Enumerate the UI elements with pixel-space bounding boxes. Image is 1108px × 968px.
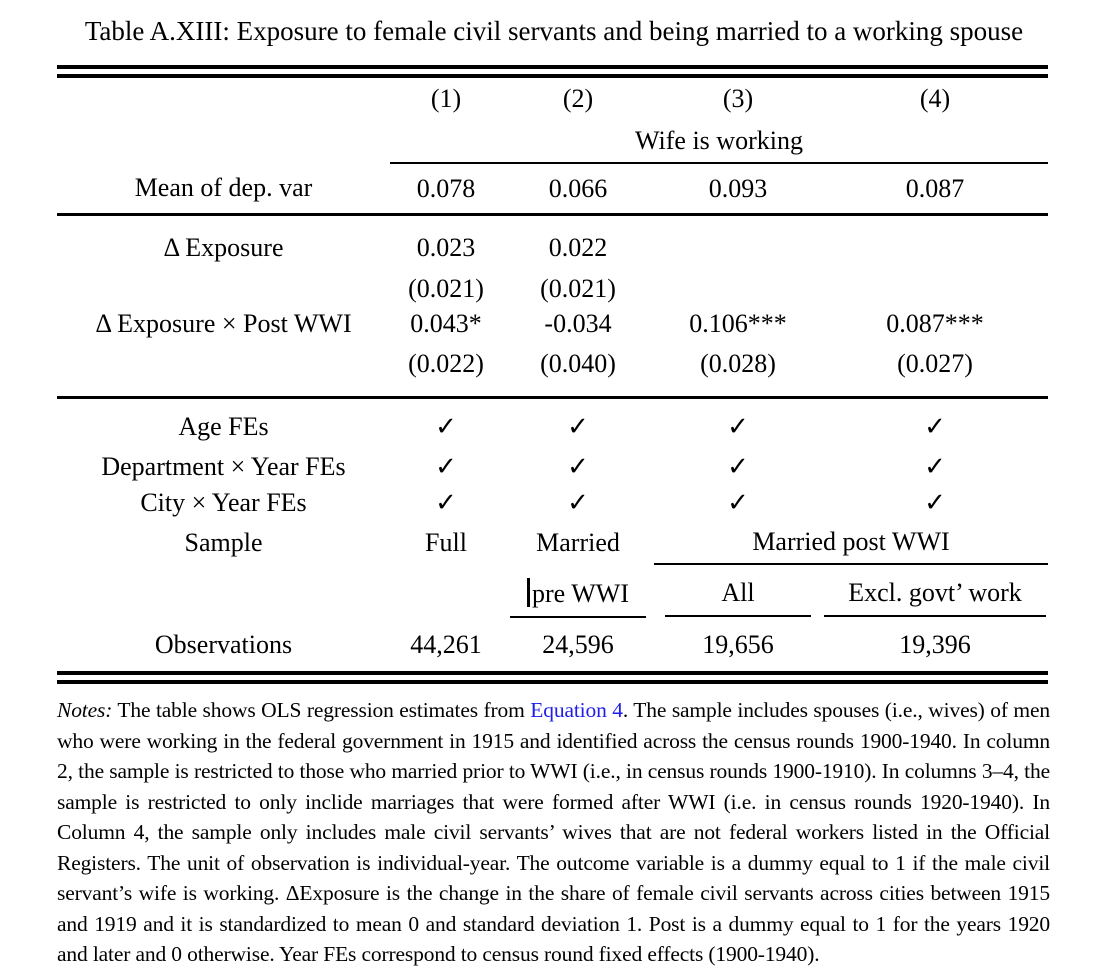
dept-fes-c3: ✓ <box>727 452 749 481</box>
exposure-post-se-row: (0.022) (0.040) (0.028) (0.027) <box>57 341 1048 399</box>
sample-c2: Married <box>536 527 620 557</box>
city-year-fes-row: City × Year FEs ✓ ✓ ✓ ✓ <box>57 485 1048 521</box>
row-label-exposure-post: Δ Exposure × Post WWI <box>95 308 352 338</box>
regression-table: (1) (2) (3) (4) Wife is working Mean of … <box>57 78 1048 671</box>
dept-fes-c2: ✓ <box>567 452 589 481</box>
exposure-post-se-c4: (0.027) <box>822 341 1048 399</box>
cmidrule-col3: All <box>665 568 811 617</box>
notes-text-after-link: . The sample includes spouses (i.e., wiv… <box>57 698 1051 966</box>
exposure-se-c4 <box>822 271 1048 306</box>
city-fes-c4: ✓ <box>924 488 946 517</box>
obs-c2: 24,596 <box>542 630 614 659</box>
mean-c3: 0.093 <box>654 163 822 216</box>
exposure-se-row: (0.021) (0.021) <box>57 271 1048 306</box>
dep-var-header-row: Wife is working <box>57 120 1048 164</box>
col-header-4: (4) <box>919 84 951 113</box>
subheader-c3: All <box>654 564 822 619</box>
age-fes-c1: ✓ <box>435 412 457 441</box>
row-label-city-year-fes: City × Year FEs <box>140 488 307 517</box>
empty-cell <box>390 564 502 619</box>
exposure-post-c4: 0.087*** <box>886 308 984 338</box>
empty-cell <box>57 78 390 120</box>
empty-cell <box>57 341 390 399</box>
dept-fes-c4: ✓ <box>924 452 946 481</box>
row-label-mean: Mean of dep. var <box>57 163 390 216</box>
table-notes: Notes: The table shows OLS regression es… <box>57 695 1050 968</box>
exposure-c1: 0.023 <box>416 233 476 262</box>
age-fes-c3: ✓ <box>727 412 749 441</box>
mean-c2: 0.066 <box>502 163 654 216</box>
exposure-coef-row: Δ Exposure 0.023 0.022 <box>57 215 1048 272</box>
exposure-post-se-c1: (0.022) <box>390 341 502 399</box>
notes-text-before-link: The table shows OLS regression estimates… <box>112 698 531 722</box>
exposure-post-se-c2: (0.040) <box>502 341 654 399</box>
obs-c3: 19,656 <box>702 630 774 659</box>
dep-var-header: Wife is working <box>390 120 1048 164</box>
empty-cell <box>57 564 390 619</box>
exposure-c4 <box>822 215 1048 272</box>
empty-cell <box>57 120 390 163</box>
dept-fes-c1: ✓ <box>435 452 457 481</box>
subheader-c2: pre WWI <box>502 564 654 619</box>
obs-c4: 19,396 <box>899 630 971 659</box>
cmidrule-col4: Excl. govt’ work <box>824 568 1046 617</box>
city-fes-c2: ✓ <box>567 488 589 517</box>
exposure-c3 <box>654 215 822 272</box>
col-header-3: (3) <box>722 84 754 113</box>
row-label-exposure: Δ Exposure <box>163 233 284 262</box>
exposure-c2: 0.022 <box>548 233 608 262</box>
exposure-post-se-c3: (0.028) <box>654 341 822 399</box>
exposure-post-c3: 0.106*** <box>689 308 787 338</box>
mean-row: Mean of dep. var 0.078 0.066 0.093 0.087 <box>57 163 1048 216</box>
mean-c4: 0.087 <box>822 163 1048 216</box>
sample-row: Sample Full Married Married post WWI <box>57 521 1048 565</box>
exposure-post-coef-row: Δ Exposure × Post WWI 0.043* -0.034 0.10… <box>57 306 1048 341</box>
col-header-1: (1) <box>430 84 462 113</box>
empty-cell <box>57 271 390 306</box>
sample-subheader-row: pre WWI All Excl. govt’ work <box>57 564 1048 619</box>
notes-label: Notes: <box>57 698 113 722</box>
subheader-excl-govt: Excl. govt’ work <box>848 577 1022 607</box>
row-label-dept-year-fes: Department × Year FEs <box>101 452 346 481</box>
subheader-all: All <box>721 577 755 607</box>
table-title: Table A.XIII: Exposure to female civil s… <box>84 16 1024 46</box>
age-fes-row: Age FEs ✓ ✓ ✓ ✓ <box>57 398 1048 450</box>
cmidrule-col2: pre WWI <box>510 566 646 618</box>
row-label-age-fes: Age FEs <box>178 412 269 441</box>
mean-c1: 0.078 <box>390 163 502 216</box>
city-fes-c1: ✓ <box>435 488 457 517</box>
observations-row: Observations 44,261 24,596 19,656 19,396 <box>57 619 1048 671</box>
column-number-row: (1) (2) (3) (4) <box>57 78 1048 120</box>
sample-c1: Full <box>425 527 467 557</box>
exposure-post-c2: -0.034 <box>544 308 612 338</box>
bottom-double-rule <box>57 671 1048 684</box>
exposure-se-c2: (0.021) <box>540 273 616 303</box>
exposure-se-c3 <box>654 271 822 306</box>
row-label-observations: Observations <box>154 630 293 659</box>
city-fes-c3: ✓ <box>727 488 749 517</box>
age-fes-c4: ✓ <box>924 412 946 441</box>
top-double-rule <box>57 65 1048 78</box>
dept-year-fes-row: Department × Year FEs ✓ ✓ ✓ ✓ <box>57 449 1048 485</box>
exposure-se-c1: (0.021) <box>408 273 484 303</box>
row-label-sample: Sample <box>184 527 263 557</box>
age-fes-c2: ✓ <box>567 412 589 441</box>
text-cursor-caret <box>527 577 531 607</box>
equation-link[interactable]: Equation 4 <box>530 698 623 722</box>
exposure-post-c1: 0.043* <box>410 308 482 338</box>
obs-c1: 44,261 <box>410 630 482 659</box>
col-header-2: (2) <box>562 84 594 113</box>
subheader-pre-wwi: pre WWI <box>532 578 629 608</box>
subheader-c4: Excl. govt’ work <box>822 564 1048 619</box>
sample-c34: Married post WWI <box>654 521 1048 565</box>
